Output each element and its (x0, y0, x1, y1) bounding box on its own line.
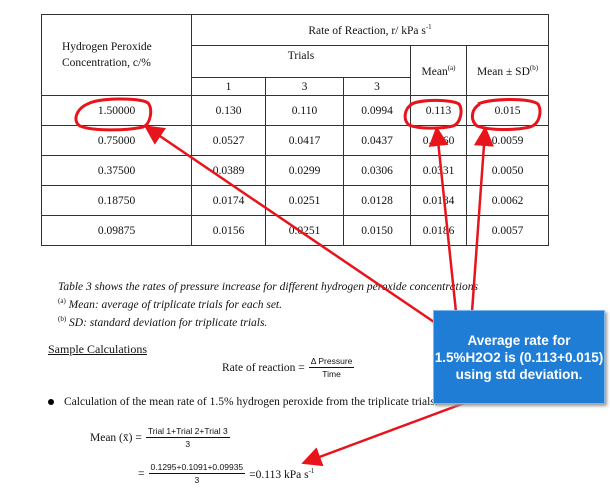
arrow-to-mean (428, 126, 458, 313)
arrow-to-result (301, 396, 479, 467)
trial-cell: 0.0389 (191, 155, 266, 186)
concentration-cell: 0.37500 (41, 155, 192, 186)
trial-cell: 0.0306 (343, 155, 411, 186)
sd-cell: 0.0050 (466, 155, 549, 186)
highlight-circle-mean (403, 98, 463, 130)
sd-header: Mean ± SD(b) (466, 45, 549, 96)
mean-cell: 0.0331 (410, 155, 467, 186)
calc-equals: = (138, 467, 145, 480)
bullet-item: Calculation of the mean rate of 1.5% hyd… (48, 396, 438, 408)
mean-header: Mean(a) (410, 45, 467, 96)
calc-result: =0.113 kPa s-1 (249, 466, 315, 481)
rate-header: Rate of Reaction, r/ kPa s-1 (191, 14, 549, 46)
rate-denominator: Time (322, 369, 341, 379)
calc-fraction: 0.1295+0.1091+0.09935 3 (148, 462, 246, 485)
table-row: 0.09875 0.0156 0.0251 0.0150 0.0186 0.00… (41, 215, 549, 246)
annotation-callout-text: Average rate for 1.5%H2O2 is (0.113+0.01… (434, 332, 604, 382)
arrow-to-concentration (143, 125, 435, 324)
calc-denominator: 3 (194, 475, 200, 485)
trial-cell: 0.0417 (265, 125, 344, 156)
trial-cell: 0.0156 (191, 215, 266, 246)
mean-numerator: Trial 1+Trial 2+Trial 3 (145, 426, 230, 438)
mean-equation-lhs: Mean (x̄) = (90, 431, 142, 444)
mean-denominator: 3 (185, 439, 191, 449)
bullet-text: Calculation of the mean rate of 1.5% hyd… (64, 396, 438, 408)
mean-fraction: Trial 1+Trial 2+Trial 3 3 (145, 426, 230, 449)
rate-numerator: Δ Pressure (308, 356, 355, 368)
rate-fraction: Δ Pressure Time (308, 356, 355, 379)
highlight-circle-concentration (74, 97, 153, 132)
arrow-to-sd (470, 126, 494, 313)
concentration-header: Hydrogen Peroxide Concentration, c/% (41, 14, 192, 96)
caption-line: (a) Mean: average of triplicate trials f… (58, 297, 283, 311)
calculation-equation: = 0.1295+0.1091+0.09935 3 =0.113 kPa s-1 (138, 462, 314, 485)
mean-cell: 0.0186 (410, 215, 467, 246)
bullet-icon (48, 399, 54, 405)
trial-cell: 0.0527 (191, 125, 266, 156)
trial-cell: 0.0299 (265, 155, 344, 186)
sample-calculations-heading: Sample Calculations (48, 342, 147, 356)
rate-table-container: Hydrogen Peroxide Concentration, c/% Rate… (41, 14, 549, 262)
caption-line: (b) SD: standard deviation for triplicat… (58, 314, 268, 329)
caption-line: Table 3 shows the rates of pressure incr… (58, 281, 478, 293)
table-row: 0.37500 0.0389 0.0299 0.0306 0.0331 0.00… (41, 155, 549, 186)
rate-equation-lhs: Rate of reaction = (222, 361, 305, 374)
highlight-circle-sd (471, 98, 542, 131)
table-row: 0.75000 0.0527 0.0417 0.0437 0.0460 0.00… (41, 125, 549, 156)
concentration-cell: 0.09875 (41, 215, 192, 246)
mean-equation: Mean (x̄) = Trial 1+Trial 2+Trial 3 3 (90, 426, 230, 449)
calc-numerator: 0.1295+0.1091+0.09935 (148, 462, 246, 474)
trial-cell: 0.110 (265, 95, 344, 126)
rate-table: Hydrogen Peroxide Concentration, c/% Rate… (41, 14, 549, 246)
table-caption: Table 3 shows the rates of pressure incr… (58, 280, 558, 330)
rate-equation: Rate of reaction = Δ Pressure Time (222, 356, 355, 379)
annotation-callout: Average rate for 1.5%H2O2 is (0.113+0.01… (433, 310, 605, 404)
